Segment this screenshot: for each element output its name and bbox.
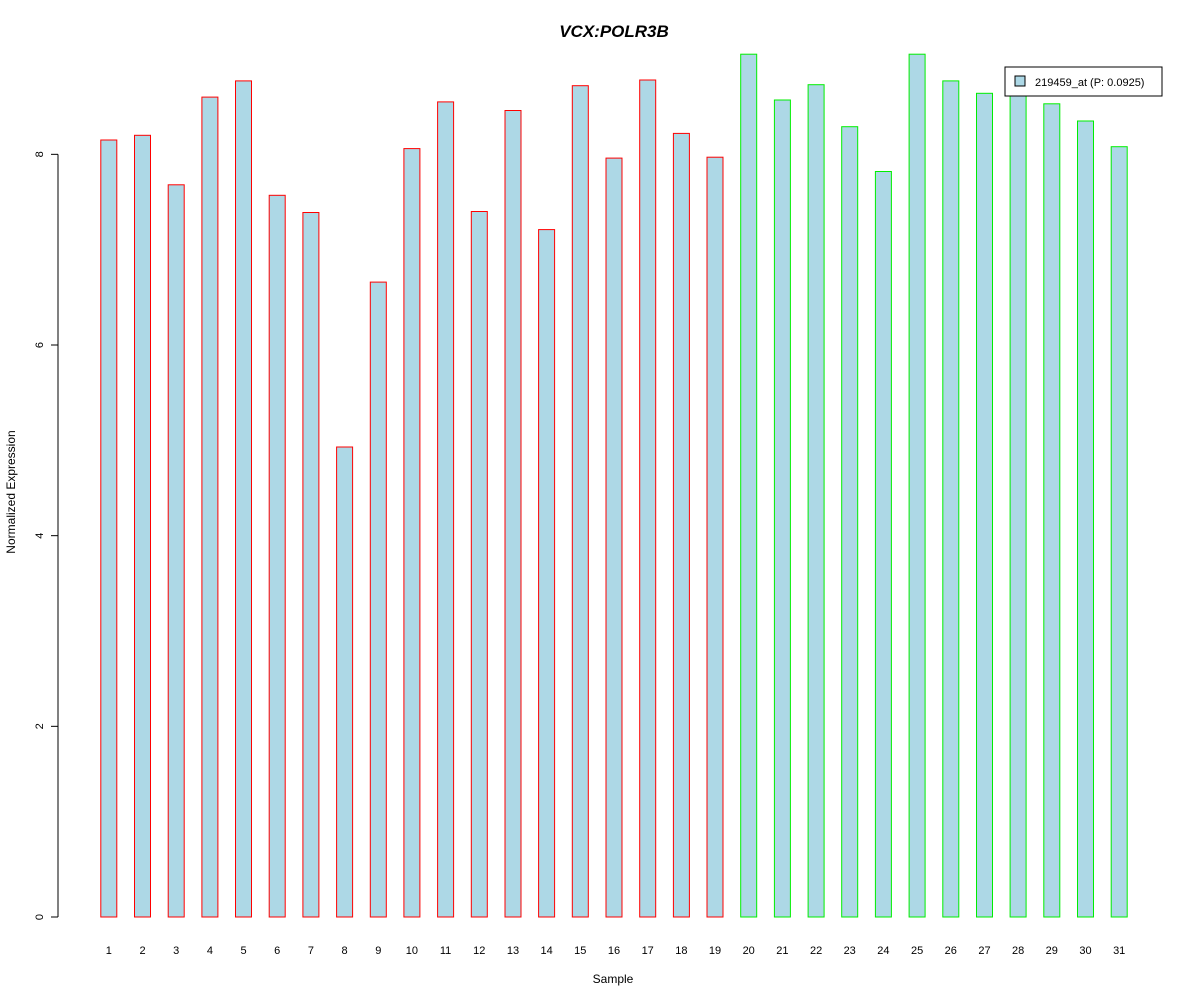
- x-tick-label: 26: [945, 945, 957, 957]
- x-tick-label: 16: [608, 945, 620, 957]
- x-tick-label: 28: [1012, 945, 1024, 957]
- x-tick-label: 4: [207, 945, 213, 957]
- bar: [470, 211, 488, 918]
- legend: 219459_at (P: 0.0925): [1004, 66, 1163, 97]
- bar: [740, 53, 758, 918]
- y-tick-label: 2: [34, 723, 46, 729]
- bar: [1077, 120, 1094, 918]
- bar: [167, 184, 185, 918]
- x-tick-label: 19: [709, 945, 721, 957]
- bar: [672, 132, 690, 918]
- x-tick-label: 24: [877, 945, 889, 957]
- x-tick-label: 23: [844, 945, 856, 957]
- x-tick-label: 17: [642, 945, 654, 957]
- x-tick-label: 21: [776, 945, 788, 957]
- bar: [538, 229, 556, 918]
- x-tick-label: 12: [473, 945, 485, 957]
- x-tick-label: 31: [1113, 945, 1125, 957]
- y-tick-label: 0: [34, 914, 46, 920]
- bars-group: [100, 53, 1128, 918]
- x-tick-label: 7: [308, 945, 314, 957]
- bar: [336, 446, 354, 918]
- legend-label: 219459_at (P: 0.0925): [1035, 77, 1144, 89]
- bar: [1110, 146, 1128, 918]
- bar: [201, 96, 219, 918]
- bar: [908, 53, 926, 918]
- x-tick-label: 25: [911, 945, 923, 957]
- x-tick-label: 1: [106, 945, 112, 957]
- x-tick-label: 13: [507, 945, 519, 957]
- y-axis-label: Normalized Expression: [4, 430, 18, 553]
- bar: [841, 126, 859, 918]
- bar: [807, 84, 825, 918]
- bar: [437, 101, 455, 918]
- bar: [268, 194, 286, 918]
- y-tick-label: 6: [34, 342, 46, 348]
- x-tick-label: 20: [743, 945, 755, 957]
- chart-title: VCX:POLR3B: [559, 22, 669, 41]
- bar: [605, 157, 623, 918]
- x-tick-label: 2: [139, 945, 145, 957]
- bar: [639, 79, 657, 918]
- bar: [1009, 94, 1027, 918]
- bar: [504, 110, 522, 918]
- x-tick-label: 3: [173, 945, 179, 957]
- y-tick-label: 4: [34, 533, 46, 539]
- x-tick-label: 22: [810, 945, 822, 957]
- x-tick-label: 6: [274, 945, 280, 957]
- bar: [942, 80, 960, 918]
- x-tick-label: 15: [574, 945, 586, 957]
- y-axis: 0 2 4 6 8: [34, 151, 59, 920]
- bar: [571, 85, 589, 918]
- x-tick-labels: 1 2 3 4 5 6 7 8 9 10 11 12 13 14 15 16 17 18 19 20 21 22 23 24 2…: [106, 945, 1126, 957]
- bar: [235, 80, 252, 918]
- x-tick-label: 27: [978, 945, 990, 957]
- bar: [874, 171, 892, 918]
- x-tick-label: 11: [440, 945, 451, 957]
- x-tick-label: 10: [406, 945, 418, 957]
- x-tick-label: 14: [540, 945, 552, 957]
- x-tick-label: 29: [1046, 945, 1058, 957]
- x-tick-label: 5: [240, 945, 246, 957]
- bar: [706, 156, 724, 918]
- bar: [1043, 103, 1061, 918]
- x-tick-label: 8: [342, 945, 348, 957]
- bar: [369, 281, 387, 918]
- bar: [134, 134, 151, 918]
- bar: [100, 139, 118, 918]
- legend-swatch: [1014, 75, 1026, 87]
- y-tick-label: 8: [34, 151, 46, 157]
- x-tick-label: 9: [375, 945, 381, 957]
- legend-box: [1004, 66, 1163, 97]
- bar: [403, 148, 421, 918]
- x-tick-label: 18: [675, 945, 687, 957]
- x-axis-label: Sample: [593, 972, 634, 986]
- bar: [302, 212, 320, 918]
- bar: [976, 92, 993, 918]
- bar: [773, 99, 791, 918]
- x-tick-label: 30: [1079, 945, 1091, 957]
